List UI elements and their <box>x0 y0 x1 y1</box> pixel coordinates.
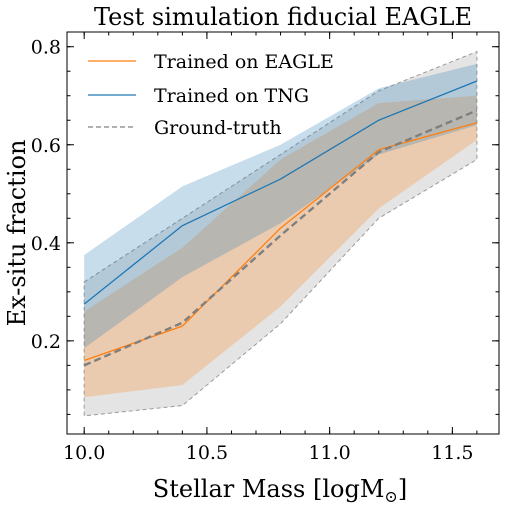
legend-label-eagle: Trained on EAGLE <box>154 51 334 73</box>
y-axis-title: Ex-situ fraction <box>3 140 31 327</box>
legend: Trained on EAGLE Trained on TNG Ground-t… <box>88 51 334 139</box>
x-tick-label: 11.5 <box>431 442 473 464</box>
x-axis-title: Stellar Mass [logM⊙] <box>153 475 407 506</box>
y-tick-label: 0.8 <box>31 37 61 59</box>
line-ground-truth <box>83 109 478 367</box>
x-axis-title-sub: ⊙ <box>384 487 397 506</box>
x-tick-label: 10.5 <box>186 442 228 464</box>
legend-label-ground-truth: Ground-truth <box>154 117 282 139</box>
y-tick-label: 0.6 <box>31 135 61 157</box>
plot-area: 10.0 10.5 11.0 11.5 0.2 0.4 0.6 0.8 <box>31 31 500 464</box>
y-tick-label: 0.2 <box>31 331 61 353</box>
x-axis-title-close: ] <box>398 475 407 503</box>
line-trained-on-tng <box>83 80 478 305</box>
band-ground-truth <box>83 50 478 417</box>
x-tick-label: 11.0 <box>308 442 350 464</box>
y-tick-label: 0.4 <box>31 233 61 255</box>
chart-title: Test simulation fiducial EAGLE <box>94 3 472 31</box>
band-trained-on-eagle <box>84 95 477 398</box>
band-trained-on-tng <box>84 63 477 349</box>
x-tick-label: 10.0 <box>63 442 105 464</box>
series-lines <box>83 80 478 367</box>
axis-ticks: 10.0 10.5 11.0 11.5 0.2 0.4 0.6 0.8 <box>31 32 499 464</box>
legend-label-tng: Trained on TNG <box>154 85 309 107</box>
axes-frame <box>66 31 500 435</box>
confidence-bands <box>83 50 478 417</box>
